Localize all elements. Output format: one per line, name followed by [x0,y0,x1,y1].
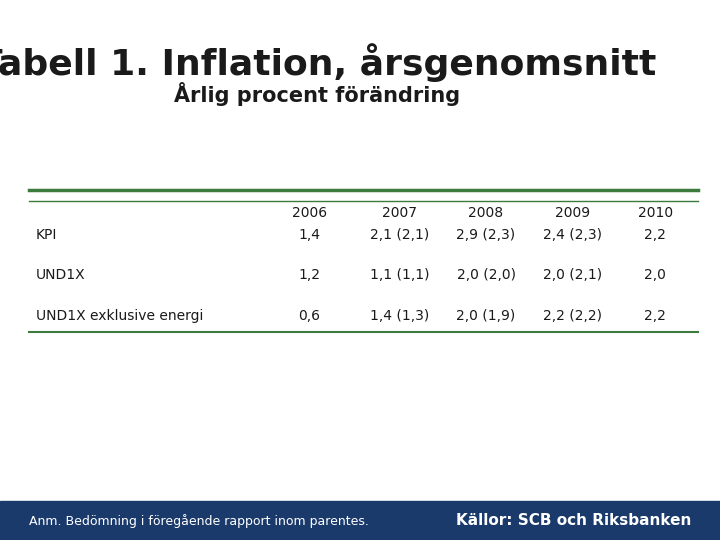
Text: 2006: 2006 [292,206,327,220]
Text: Källor: SCB och Riksbanken: Källor: SCB och Riksbanken [456,513,691,528]
Text: Tabell 1. Inflation, årsgenomsnitt: Tabell 1. Inflation, årsgenomsnitt [0,43,656,82]
Text: 2,2 (2,2): 2,2 (2,2) [543,309,602,323]
Text: 2007: 2007 [382,206,417,220]
Text: 2,0 (2,1): 2,0 (2,1) [543,268,602,282]
Text: UND1X exklusive energi: UND1X exklusive energi [36,309,203,323]
Text: 2,4 (2,3): 2,4 (2,3) [543,228,602,242]
Text: 2,0 (2,0): 2,0 (2,0) [456,268,516,282]
Text: UND1X: UND1X [36,268,86,282]
Text: 1,4: 1,4 [299,228,320,242]
Text: 2,2: 2,2 [644,309,666,323]
Text: 2008: 2008 [469,206,503,220]
Text: Anm. Bedömning i föregående rapport inom parentes.: Anm. Bedömning i föregående rapport inom… [29,514,369,528]
Text: 2010: 2010 [638,206,672,220]
Text: Årlig procent förändring: Årlig procent förändring [174,83,460,106]
Text: 1,1 (1,1): 1,1 (1,1) [370,268,429,282]
Text: 1,2: 1,2 [299,268,320,282]
Text: 2009: 2009 [555,206,590,220]
Text: 2,9 (2,3): 2,9 (2,3) [456,228,516,242]
Text: 2,2: 2,2 [644,228,666,242]
Text: 2,0: 2,0 [644,268,666,282]
Text: 2,0 (1,9): 2,0 (1,9) [456,309,516,323]
Bar [0,501,720,540]
Text: 2,1 (2,1): 2,1 (2,1) [370,228,429,242]
Text: 0,6: 0,6 [299,309,320,323]
Text: 1,4 (1,3): 1,4 (1,3) [370,309,429,323]
Text: KPI: KPI [36,228,58,242]
